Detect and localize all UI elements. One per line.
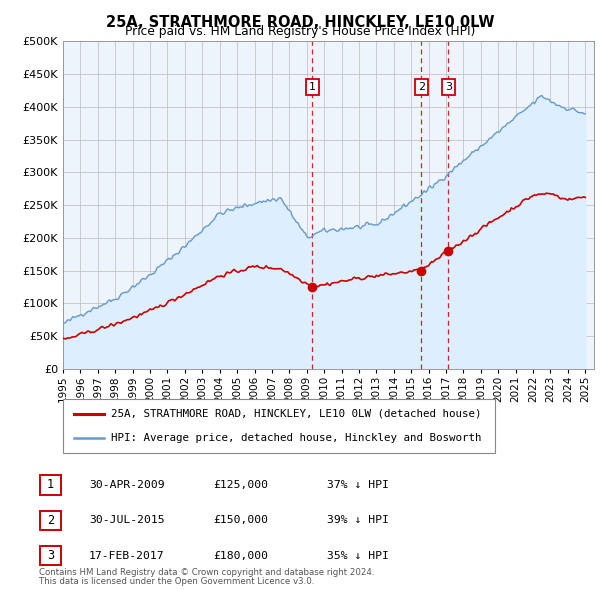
Text: £150,000: £150,000 — [213, 516, 268, 525]
Text: 1: 1 — [309, 82, 316, 92]
Text: 39% ↓ HPI: 39% ↓ HPI — [327, 516, 389, 525]
Text: £180,000: £180,000 — [213, 551, 268, 560]
Text: 35% ↓ HPI: 35% ↓ HPI — [327, 551, 389, 560]
Text: 30-APR-2009: 30-APR-2009 — [89, 480, 164, 490]
Text: HPI: Average price, detached house, Hinckley and Bosworth: HPI: Average price, detached house, Hinc… — [110, 433, 481, 443]
Text: 2: 2 — [418, 82, 425, 92]
Text: £125,000: £125,000 — [213, 480, 268, 490]
Text: 1: 1 — [47, 478, 54, 491]
Text: This data is licensed under the Open Government Licence v3.0.: This data is licensed under the Open Gov… — [39, 578, 314, 586]
Text: 17-FEB-2017: 17-FEB-2017 — [89, 551, 164, 560]
Text: 30-JUL-2015: 30-JUL-2015 — [89, 516, 164, 525]
Text: 25A, STRATHMORE ROAD, HINCKLEY, LE10 0LW (detached house): 25A, STRATHMORE ROAD, HINCKLEY, LE10 0LW… — [110, 409, 481, 419]
Text: 37% ↓ HPI: 37% ↓ HPI — [327, 480, 389, 490]
Text: 3: 3 — [445, 82, 452, 92]
Text: Price paid vs. HM Land Registry's House Price Index (HPI): Price paid vs. HM Land Registry's House … — [125, 25, 475, 38]
Text: 3: 3 — [47, 549, 54, 562]
Text: 25A, STRATHMORE ROAD, HINCKLEY, LE10 0LW: 25A, STRATHMORE ROAD, HINCKLEY, LE10 0LW — [106, 15, 494, 30]
Text: 2: 2 — [47, 514, 54, 527]
Text: Contains HM Land Registry data © Crown copyright and database right 2024.: Contains HM Land Registry data © Crown c… — [39, 568, 374, 577]
